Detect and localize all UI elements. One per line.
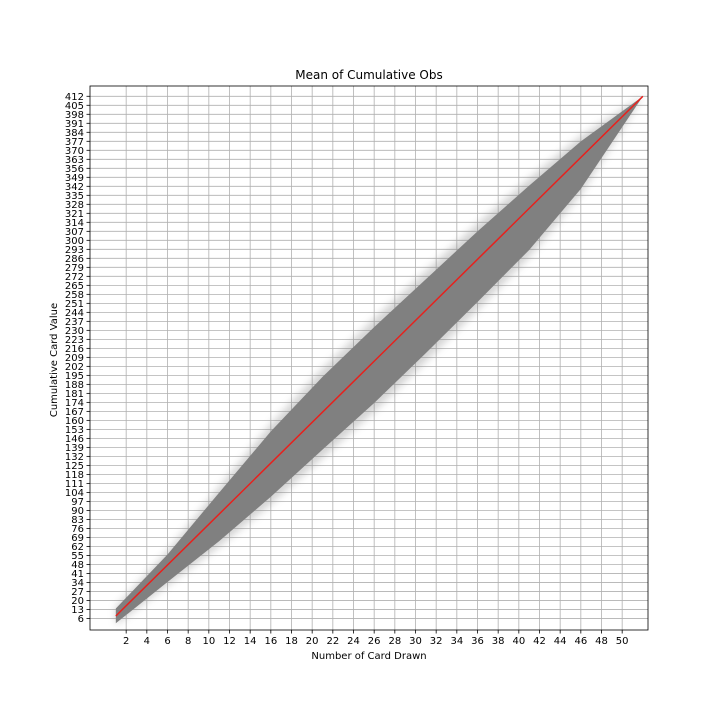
y-tick-label: 34: [71, 578, 84, 589]
y-tick-label: 258: [65, 290, 84, 301]
y-tick-label: 244: [65, 308, 84, 319]
y-tick-label: 111: [65, 479, 84, 490]
y-tick-label: 55: [71, 551, 84, 562]
y-tick-label: 328: [65, 200, 84, 211]
x-tick-label: 22: [326, 636, 339, 647]
y-tick-label: 153: [65, 425, 84, 436]
y-tick-label: 27: [71, 587, 84, 598]
x-tick-label: 48: [595, 636, 608, 647]
y-axis-label: Cumulative Card Value: [49, 303, 60, 417]
y-tick-label: 251: [65, 299, 84, 310]
y-tick-label: 132: [65, 452, 84, 463]
x-tick-label: 16: [264, 636, 277, 647]
plot-frame: [89, 85, 649, 631]
y-tick-label: 272: [65, 272, 84, 283]
y-tick-label: 335: [65, 191, 84, 202]
y-tick-label: 300: [65, 236, 84, 247]
x-tick-label: 18: [285, 636, 298, 647]
y-tick-label: 412: [65, 92, 84, 103]
x-tick-label: 20: [306, 636, 319, 647]
mean-line-layer: [115, 95, 644, 617]
y-tick-label: 195: [65, 371, 84, 382]
grid: [90, 86, 648, 630]
x-tick-label: 30: [409, 636, 422, 647]
y-tick-label: 223: [65, 335, 84, 346]
y-tick-label: 314: [65, 218, 84, 229]
y-tick-label: 174: [65, 398, 84, 409]
y-tick-label: 83: [71, 515, 84, 526]
x-tick-label: 4: [144, 636, 150, 647]
mean-line: [115, 95, 644, 617]
y-tick-label: 265: [65, 281, 84, 292]
y-tick-label: 216: [65, 344, 84, 355]
y-tick-label: 279: [65, 263, 84, 274]
chart-title: Mean of Cumulative Obs: [295, 68, 443, 82]
y-tick-label: 202: [65, 362, 84, 373]
y-tick-label: 62: [71, 542, 84, 553]
observations-band-layer: [115, 96, 643, 625]
y-tick-label: 69: [71, 533, 84, 544]
x-tick-label: 6: [164, 636, 170, 647]
y-tick-label: 160: [65, 416, 84, 427]
y-tick-label: 90: [71, 506, 84, 517]
y-tick-label: 363: [65, 155, 84, 166]
x-tick-label: 32: [430, 636, 443, 647]
y-axis: 6132027344148556269768390971041111181251…: [65, 92, 90, 625]
y-tick-label: 293: [65, 245, 84, 256]
x-tick-label: 10: [202, 636, 215, 647]
y-tick-label: 230: [65, 326, 84, 337]
y-tick-label: 209: [65, 353, 84, 364]
y-tick-label: 13: [71, 605, 84, 616]
y-tick-label: 146: [65, 434, 84, 445]
y-tick-label: 6: [78, 614, 84, 625]
x-tick-label: 24: [347, 636, 360, 647]
y-tick-label: 391: [65, 119, 84, 130]
y-tick-label: 307: [65, 227, 84, 238]
y-tick-label: 370: [65, 146, 84, 157]
y-tick-label: 377: [65, 137, 84, 148]
y-tick-label: 139: [65, 443, 84, 454]
observations-band: [115, 96, 643, 624]
x-axis: 2 4 6 8 10 12 14 16 18 20 22 24 26 28 30 32 34 36 38 40 42 44…: [123, 630, 629, 647]
y-tick-label: 405: [65, 101, 84, 112]
x-tick-label: 2: [123, 636, 129, 647]
y-tick-label: 104: [65, 488, 84, 499]
y-tick-label: 342: [65, 182, 84, 193]
y-tick-label: 286: [65, 254, 84, 265]
y-tick-label: 398: [65, 110, 84, 121]
y-tick-label: 349: [65, 173, 84, 184]
y-tick-label: 125: [65, 461, 84, 472]
x-tick-label: 36: [471, 636, 484, 647]
y-tick-label: 76: [71, 524, 84, 535]
x-tick-label: 26: [368, 636, 381, 647]
y-tick-label: 48: [71, 560, 84, 571]
x-axis-label: Number of Card Drawn: [311, 651, 426, 662]
y-tick-label: 181: [65, 389, 84, 400]
y-tick-label: 384: [65, 128, 84, 139]
y-tick-label: 118: [65, 470, 84, 481]
x-tick-label: 42: [533, 636, 546, 647]
x-tick-label: 8: [185, 636, 191, 647]
x-tick-label: 40: [512, 636, 525, 647]
x-tick-label: 28: [388, 636, 401, 647]
x-tick-label: 14: [244, 636, 257, 647]
y-tick-label: 41: [71, 569, 84, 580]
y-tick-label: 356: [65, 164, 84, 175]
x-tick-label: 44: [554, 636, 567, 647]
y-tick-label: 188: [65, 380, 84, 391]
y-tick-label: 237: [65, 317, 84, 328]
y-tick-label: 167: [65, 407, 84, 418]
x-tick-label: 12: [223, 636, 236, 647]
y-tick-label: 97: [71, 497, 84, 508]
y-tick-label: 321: [65, 209, 84, 220]
x-tick-label: 50: [616, 636, 629, 647]
x-tick-label: 34: [450, 636, 463, 647]
y-tick-label: 20: [71, 596, 84, 607]
x-tick-label: 46: [574, 636, 587, 647]
x-tick-label: 38: [492, 636, 505, 647]
